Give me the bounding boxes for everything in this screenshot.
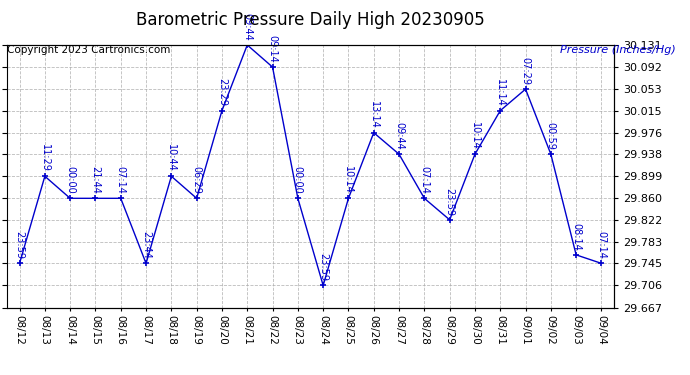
Text: 00:00: 00:00 <box>65 166 75 194</box>
Text: 07:14: 07:14 <box>596 231 607 259</box>
Text: 23:59: 23:59 <box>444 188 455 216</box>
Text: 11:14: 11:14 <box>495 79 505 106</box>
Text: 00:00: 00:00 <box>293 166 303 194</box>
Text: 23:29: 23:29 <box>217 78 227 106</box>
Text: 11:29: 11:29 <box>40 144 50 172</box>
Text: 23:59: 23:59 <box>318 253 328 281</box>
Text: 07:14: 07:14 <box>420 166 429 194</box>
Text: Barometric Pressure Daily High 20230905: Barometric Pressure Daily High 20230905 <box>136 11 485 29</box>
Text: 06:29: 06:29 <box>192 166 201 194</box>
Text: 23:44: 23:44 <box>141 231 151 259</box>
Text: 00:59: 00:59 <box>546 122 556 150</box>
Text: 13:14: 13:14 <box>368 101 379 129</box>
Text: Copyright 2023 Cartronics.com: Copyright 2023 Cartronics.com <box>7 45 170 55</box>
Text: 08:14: 08:14 <box>571 223 581 251</box>
Text: 07:14: 07:14 <box>116 166 126 194</box>
Text: 10:14: 10:14 <box>344 166 353 194</box>
Text: 09:14: 09:14 <box>268 35 277 63</box>
Text: 09:44: 09:44 <box>394 122 404 150</box>
Text: 10:44: 10:44 <box>166 144 177 172</box>
Text: 21:44: 21:44 <box>90 166 101 194</box>
Text: 23:59: 23:59 <box>14 231 25 259</box>
Text: 10:14: 10:14 <box>470 122 480 150</box>
Text: 09:44: 09:44 <box>242 13 253 41</box>
Text: Pressure (Inches/Hg): Pressure (Inches/Hg) <box>560 45 676 55</box>
Text: 07:29: 07:29 <box>520 57 531 85</box>
